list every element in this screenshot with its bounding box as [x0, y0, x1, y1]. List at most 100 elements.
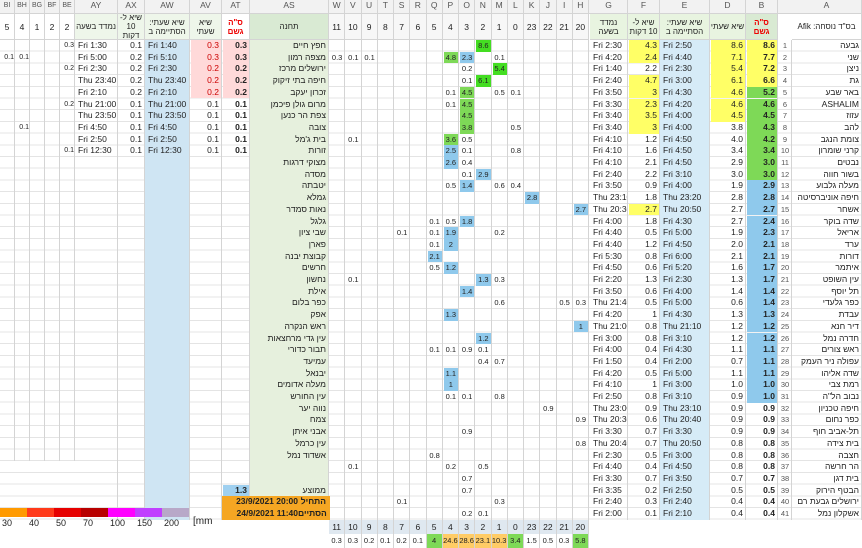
hourly-cell: 0.8	[429, 450, 440, 460]
column-letter: H	[573, 0, 589, 14]
table-cell: Fri 2:10	[148, 86, 177, 97]
column-letter: B	[746, 0, 778, 14]
station-name: עין החורש	[290, 391, 326, 401]
column-letter: BG	[30, 0, 45, 14]
table-cell: 2.7	[731, 203, 743, 214]
table-cell: 0.4	[645, 461, 657, 472]
table-cell: 0.9	[763, 414, 775, 425]
table-cell: Thu 20:30	[593, 203, 627, 214]
column-header: שיא ל- 10 דקות	[628, 14, 660, 40]
table-cell: Fri 2:30	[593, 449, 622, 460]
hourly-cell: 0.1	[478, 509, 489, 518]
table-cell: 4.7	[629, 75, 659, 87]
table-cell: 0.8	[645, 332, 657, 343]
table-cell: Fri 4:40	[663, 51, 692, 62]
table-cell: 1.1	[747, 355, 777, 368]
hour-total: 0.1	[377, 534, 394, 548]
row-number: 25	[780, 321, 790, 331]
column-body	[345, 40, 362, 520]
station-name: מעלה אדומים	[277, 379, 326, 390]
row-number: 1	[782, 41, 788, 50]
table-cell: 0.6	[645, 414, 657, 425]
hourly-cell: 0.2	[461, 509, 473, 518]
table-cell: 0.1	[19, 123, 29, 131]
table-cell: 0.8	[731, 449, 743, 460]
table-cell: 0.1	[207, 133, 219, 144]
hour-header: 4	[442, 14, 459, 40]
hour-header: 7	[394, 14, 411, 40]
column-body	[557, 40, 573, 520]
column-body	[145, 40, 190, 520]
colorbar-segment	[108, 508, 135, 517]
column-body	[660, 40, 710, 520]
table-cell: 0.3	[191, 40, 221, 52]
column-letter: E	[660, 0, 710, 14]
table-cell: 3.8	[731, 121, 743, 132]
table-cell: Thu 21:10	[663, 320, 702, 331]
hour-header: 20	[572, 14, 589, 40]
hour-footer: 9	[361, 520, 378, 534]
hourly-cell: 0.2	[445, 462, 457, 472]
letter-row	[0, 0, 862, 14]
station-name: אשחר	[837, 203, 859, 214]
table-cell: 4.0	[731, 133, 743, 144]
hourly-cell: 0.2	[461, 64, 473, 74]
station-name: בית דגן	[833, 472, 859, 483]
table-cell: Fri 3:35	[593, 484, 622, 495]
table-cell: 0.3	[223, 51, 249, 64]
column-letter: BH	[15, 0, 30, 14]
hourly-cell: 4.8	[443, 51, 458, 64]
table-cell: Fri 2:30	[78, 63, 107, 74]
station-name: בשור חווה	[823, 168, 859, 179]
station-name: אריאל	[837, 227, 859, 238]
table-cell: Fri 4:20	[593, 309, 622, 320]
station-name: כפר נחום	[825, 414, 859, 425]
row-number: 22	[780, 286, 790, 296]
table-cell: 0.9	[645, 402, 657, 413]
hour-footer: 23	[524, 520, 541, 534]
hourly-cell: 0.1	[429, 228, 440, 238]
table-cell: 0.1	[207, 121, 219, 132]
column-header: תחנה	[250, 14, 329, 40]
table-cell: Fri 3:40	[593, 121, 622, 132]
hourly-cell: 0.4	[510, 181, 522, 191]
colorbar-label: 150	[137, 518, 153, 528]
column-header: שיא ל- 10 דקות	[118, 14, 145, 40]
column-body	[459, 40, 476, 520]
table-cell: 0.3	[64, 42, 74, 49]
station-name: אילת	[308, 285, 326, 296]
column-letter: L	[508, 0, 524, 14]
column-body	[746, 40, 778, 520]
row-number: 27	[780, 345, 790, 355]
table-cell: 0.5	[645, 297, 657, 308]
table-cell: 0.9	[645, 180, 657, 191]
station-name: חרשים	[301, 262, 326, 273]
hourly-cell: 0.7	[494, 356, 505, 366]
hourly-cell: 0.1	[445, 99, 457, 109]
column-body	[394, 40, 411, 520]
table-cell: Fri 3:40	[593, 110, 622, 121]
table-cell: Thu 23:00	[593, 402, 627, 413]
table-cell: Fri 3:00	[663, 449, 692, 460]
table-cell: 0.4	[731, 496, 743, 507]
hourly-cell: 0.1	[348, 275, 359, 284]
table-cell: 4.5	[711, 110, 745, 122]
table-cell: 4.6	[747, 98, 777, 111]
table-cell: Thu 20:40	[663, 414, 702, 425]
table-cell: 0.9	[731, 414, 743, 425]
table-cell: 0.8	[731, 461, 743, 472]
hourly-cell: 0.9	[461, 427, 473, 437]
row-number: 36	[780, 450, 790, 460]
table-cell: 0.1	[130, 133, 142, 144]
table-cell: 5.4	[711, 63, 745, 76]
table-cell: 0.1	[4, 53, 14, 61]
table-cell: 0.1	[235, 98, 247, 109]
table-cell: Fri 2:50	[663, 40, 692, 50]
table-cell: 0.2	[191, 86, 221, 99]
station-name: ניצן	[846, 63, 859, 74]
row-number: 24	[780, 310, 790, 320]
row-number: 20	[780, 263, 790, 273]
hour-footer: 10	[345, 520, 362, 534]
station-name: כפר בלום	[292, 297, 326, 308]
row-number: 12	[780, 169, 790, 179]
